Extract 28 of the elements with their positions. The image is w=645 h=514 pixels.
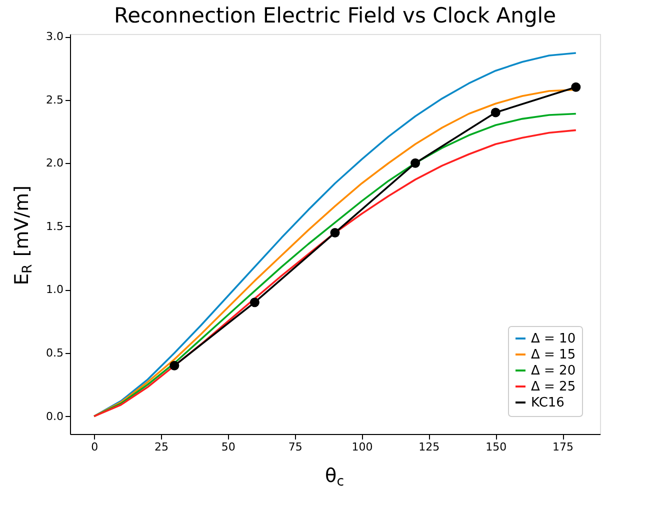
legend-label: Δ = 15	[531, 348, 576, 362]
y-tick-label: 0.5	[46, 346, 64, 360]
y-tick-label: 1.0	[46, 283, 64, 296]
legend-label: Δ = 10	[531, 332, 576, 346]
y-tick-label: 2.0	[46, 156, 64, 170]
y-tick-label: 0.0	[46, 410, 64, 423]
chart-title: Reconnection Electric Field vs Clock Angle	[114, 4, 556, 28]
point	[330, 228, 340, 238]
x-tick-label: 125	[418, 440, 440, 454]
point	[490, 108, 500, 118]
point	[170, 360, 180, 370]
x-tick-label: 100	[352, 440, 373, 454]
x-tick-label: 175	[552, 440, 574, 454]
legend-label: KC16	[531, 396, 564, 410]
x-tick-label: 50	[221, 440, 236, 454]
point	[571, 82, 581, 92]
x-tick-label: 150	[486, 440, 507, 454]
legend-label: Δ = 25	[531, 380, 576, 394]
x-tick-label: 75	[288, 440, 302, 454]
point	[250, 298, 260, 308]
point	[410, 158, 420, 168]
y-tick-label: 3.0	[46, 30, 64, 44]
y-axis-title: ER [mV/m]	[11, 185, 36, 286]
x-tick-label: 0	[91, 440, 98, 454]
legend-label: Δ = 20	[531, 364, 576, 378]
x-tick-label: 25	[154, 440, 169, 454]
y-tick-label: 1.5	[46, 220, 64, 233]
y-tick-label: 2.5	[46, 93, 64, 106]
